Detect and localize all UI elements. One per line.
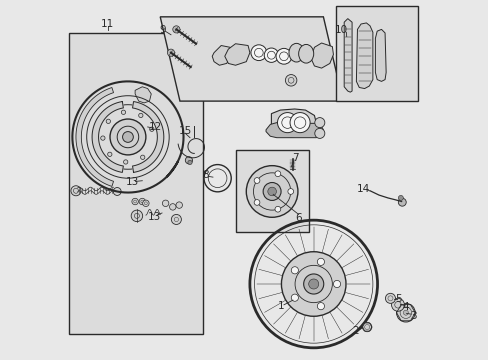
Circle shape — [131, 210, 142, 222]
Circle shape — [172, 26, 180, 33]
Circle shape — [285, 75, 296, 86]
Circle shape — [171, 215, 181, 225]
Circle shape — [113, 188, 121, 195]
Circle shape — [396, 303, 414, 322]
Polygon shape — [310, 43, 333, 68]
Circle shape — [317, 302, 324, 310]
Circle shape — [317, 258, 324, 265]
Circle shape — [254, 199, 259, 205]
Circle shape — [106, 119, 110, 123]
Circle shape — [123, 160, 127, 164]
Circle shape — [246, 166, 297, 217]
Circle shape — [281, 252, 346, 316]
Circle shape — [362, 322, 371, 332]
Circle shape — [274, 206, 280, 212]
Circle shape — [187, 160, 192, 165]
Polygon shape — [271, 109, 316, 137]
Text: 7: 7 — [291, 153, 298, 163]
Bar — [335, 6, 418, 101]
Circle shape — [289, 113, 309, 133]
Circle shape — [314, 129, 324, 138]
Text: 11: 11 — [101, 19, 114, 29]
Circle shape — [398, 195, 403, 201]
Circle shape — [101, 136, 105, 140]
Circle shape — [162, 200, 168, 207]
Polygon shape — [92, 102, 123, 172]
Circle shape — [71, 186, 81, 196]
Circle shape — [308, 279, 318, 289]
Text: 13: 13 — [126, 177, 139, 187]
Circle shape — [277, 113, 297, 133]
Text: 10: 10 — [334, 25, 347, 35]
Circle shape — [263, 183, 281, 201]
Circle shape — [398, 198, 406, 206]
Circle shape — [167, 49, 174, 56]
Text: 2: 2 — [352, 326, 358, 336]
Polygon shape — [356, 23, 372, 89]
Polygon shape — [375, 30, 386, 81]
Text: 8: 8 — [202, 170, 209, 180]
Circle shape — [107, 152, 112, 157]
Circle shape — [314, 118, 324, 128]
Polygon shape — [344, 19, 351, 92]
Text: 5: 5 — [395, 294, 401, 304]
Text: 14: 14 — [356, 184, 369, 194]
Circle shape — [403, 310, 407, 315]
Circle shape — [250, 45, 266, 60]
Text: 12: 12 — [149, 122, 162, 132]
Circle shape — [264, 48, 278, 62]
Circle shape — [385, 293, 395, 303]
Circle shape — [267, 187, 276, 196]
Polygon shape — [212, 45, 231, 65]
Circle shape — [149, 127, 154, 131]
Circle shape — [132, 198, 138, 205]
Ellipse shape — [298, 44, 313, 63]
Polygon shape — [265, 123, 323, 138]
Circle shape — [140, 155, 144, 159]
Polygon shape — [224, 44, 249, 65]
Circle shape — [110, 119, 145, 155]
Circle shape — [169, 204, 176, 210]
Circle shape — [274, 171, 280, 177]
Circle shape — [176, 202, 182, 208]
Text: 1: 1 — [277, 301, 284, 311]
Text: 4: 4 — [402, 302, 408, 312]
Bar — [69, 33, 203, 334]
Text: 9: 9 — [159, 25, 165, 35]
Text: 13: 13 — [147, 212, 161, 221]
Polygon shape — [76, 87, 113, 186]
Circle shape — [139, 198, 145, 205]
Circle shape — [276, 48, 291, 64]
Text: 3: 3 — [409, 311, 416, 320]
Circle shape — [254, 177, 259, 183]
Bar — [235, 149, 308, 232]
Circle shape — [391, 298, 404, 311]
Circle shape — [139, 113, 142, 118]
Text: 6: 6 — [294, 213, 301, 222]
Circle shape — [291, 294, 298, 301]
Circle shape — [185, 157, 192, 164]
Circle shape — [333, 280, 340, 288]
Circle shape — [291, 267, 298, 274]
Circle shape — [303, 274, 323, 294]
Polygon shape — [135, 87, 151, 103]
Circle shape — [287, 189, 293, 194]
Circle shape — [121, 110, 125, 114]
Polygon shape — [160, 17, 343, 101]
Text: 15: 15 — [178, 126, 192, 136]
Circle shape — [142, 200, 149, 207]
Polygon shape — [132, 102, 163, 172]
Ellipse shape — [288, 43, 304, 62]
Circle shape — [122, 132, 133, 142]
